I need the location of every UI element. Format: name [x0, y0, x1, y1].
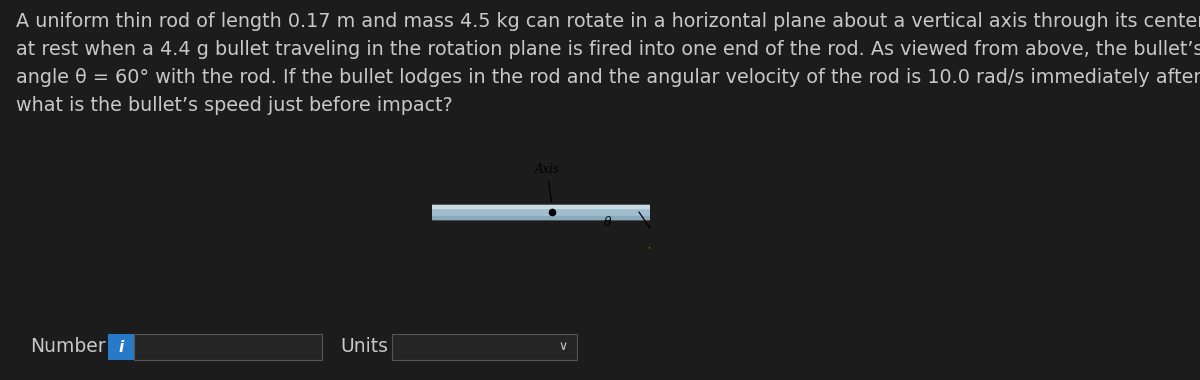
Bar [432, 205, 650, 208]
Text: Axis: Axis [534, 163, 559, 202]
Text: A uniform thin rod of length 0.17 m and mass 4.5 kg can rotate in a horizontal p: A uniform thin rod of length 0.17 m and … [16, 12, 1200, 115]
FancyBboxPatch shape [134, 334, 322, 360]
Text: ∨: ∨ [558, 340, 568, 353]
Bar [432, 205, 650, 219]
FancyBboxPatch shape [108, 334, 134, 360]
Text: Number: Number [30, 337, 106, 356]
Text: Units: Units [340, 337, 388, 356]
Polygon shape [649, 238, 674, 254]
Text: i: i [119, 339, 124, 355]
Bar [432, 216, 650, 219]
FancyBboxPatch shape [392, 334, 577, 360]
Text: θ: θ [604, 216, 611, 229]
